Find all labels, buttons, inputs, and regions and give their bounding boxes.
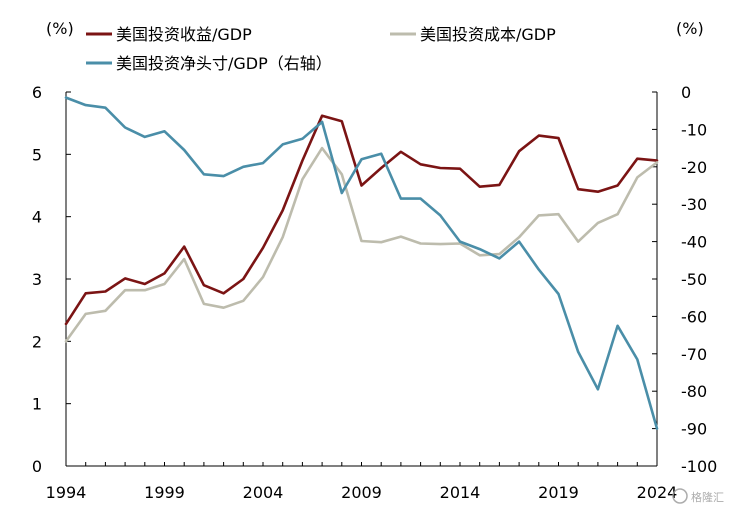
right-tick-label: -40: [681, 233, 707, 252]
legend-label-investment-income: 美国投资收益/GDP: [116, 25, 252, 44]
x-tick-label: 1994: [46, 483, 87, 502]
left-tick-label: 4: [32, 208, 42, 227]
left-tick-label: 3: [32, 270, 42, 289]
series-line-investment-income: [64, 114, 659, 326]
left-axis-ticks: 0 1 2 3 4 5 6: [32, 83, 71, 476]
right-tick-label: -50: [681, 270, 707, 289]
right-axis-unit: (%): [676, 19, 704, 38]
left-tick-label: 0: [32, 457, 42, 476]
right-tick-label: 0: [681, 83, 691, 102]
right-tick-label: -70: [681, 345, 707, 364]
x-tick-label: 1999: [144, 483, 185, 502]
legend: 美国投资收益/GDP 美国投资成本/GDP 美国投资净头寸/GDP（右轴）: [86, 25, 556, 73]
left-axis-unit: (%): [46, 19, 74, 38]
right-tick-label: -80: [681, 382, 707, 401]
x-tick-label: 2019: [538, 483, 579, 502]
right-tick-label: -10: [681, 120, 707, 139]
left-tick-label: 6: [32, 83, 42, 102]
x-tick-label: 2004: [243, 483, 284, 502]
left-tick-label: 5: [32, 145, 42, 164]
series-line-investment-cost: [64, 146, 659, 343]
right-axis-ticks: -100-90-80-70-60-50-40-30-20-100: [652, 83, 717, 476]
x-tick-label: 2009: [341, 483, 382, 502]
legend-label-net-position: 美国投资净头寸/GDP（右轴）: [116, 54, 332, 73]
watermark-logo-icon: [672, 488, 688, 504]
left-tick-label: 1: [32, 395, 42, 414]
right-tick-label: -60: [681, 307, 707, 326]
right-tick-label: -30: [681, 195, 707, 214]
x-axis-ticks: 1994 1999 2004 2009 2014 2019 2024: [46, 462, 678, 502]
right-tick-label: -90: [681, 420, 707, 439]
right-tick-label: -20: [681, 158, 707, 177]
watermark: 格隆汇: [672, 488, 724, 504]
left-tick-label: 2: [32, 332, 42, 351]
legend-label-investment-cost: 美国投资成本/GDP: [420, 25, 556, 44]
watermark-text: 格隆汇: [691, 490, 724, 504]
right-tick-label: -100: [681, 457, 717, 476]
x-tick-label: 2014: [440, 483, 481, 502]
series-lines: [64, 96, 659, 430]
x-tick-label: 2024: [637, 483, 678, 502]
series-line-net-position: [64, 96, 659, 430]
